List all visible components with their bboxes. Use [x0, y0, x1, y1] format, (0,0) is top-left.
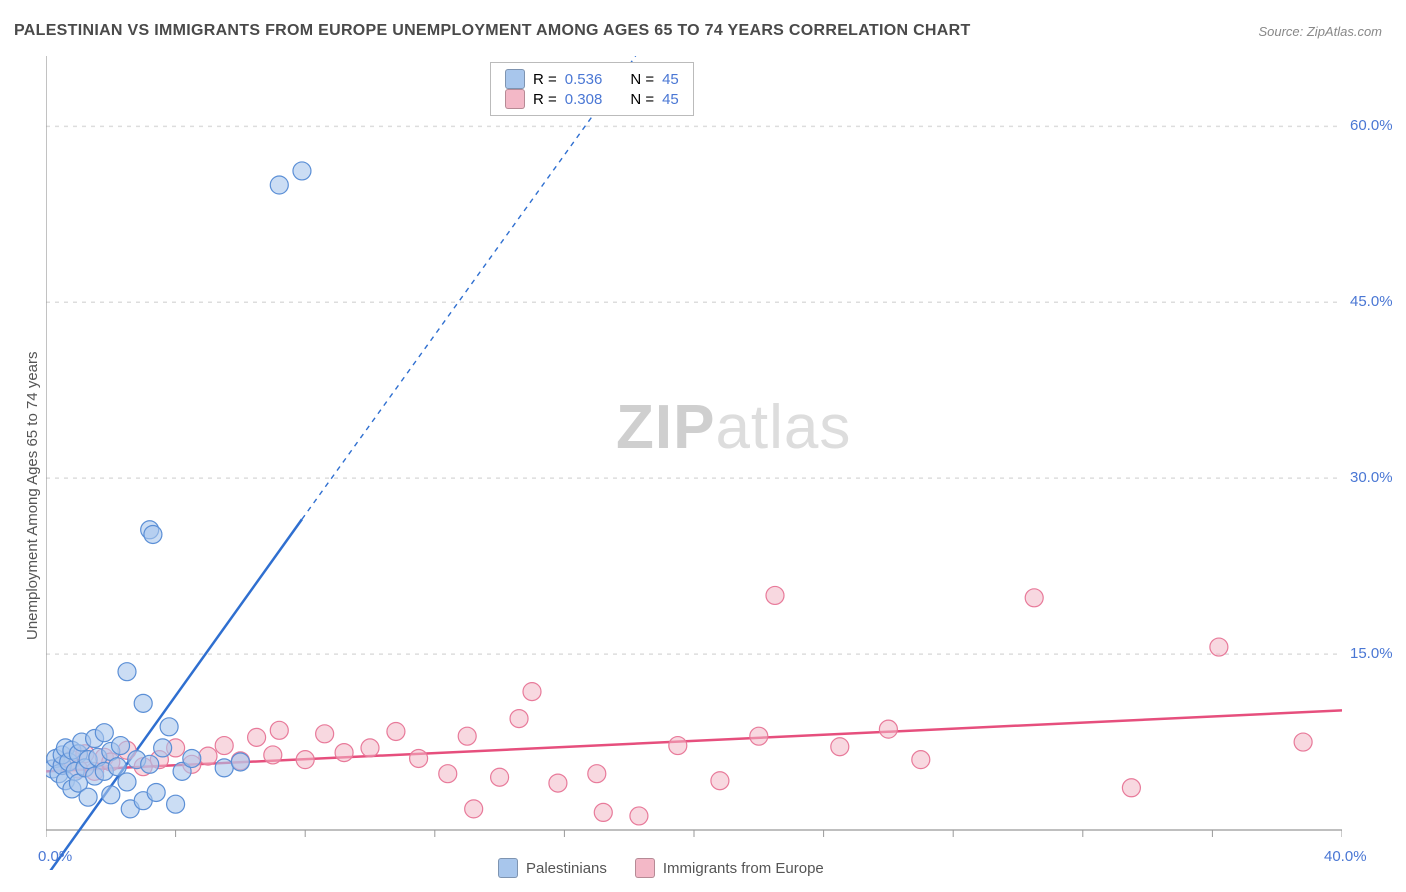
- legend-item: Palestinians: [498, 858, 607, 878]
- correlation-stats-box: R = 0.536 N = 45 R = 0.308 N = 45: [490, 62, 694, 116]
- legend: Palestinians Immigrants from Europe: [498, 858, 824, 878]
- source-attribution: Source: ZipAtlas.com: [1258, 24, 1382, 39]
- n-label: N =: [630, 71, 654, 88]
- y-tick-label: 45.0%: [1350, 293, 1393, 310]
- legend-label: Palestinians: [526, 860, 607, 877]
- stats-swatch: [505, 69, 525, 89]
- chart-title: PALESTINIAN VS IMMIGRANTS FROM EUROPE UN…: [14, 22, 971, 40]
- r-label: R =: [533, 91, 557, 108]
- y-axis-title: Unemployment Among Ages 65 to 74 years: [24, 351, 41, 640]
- y-tick-label: 30.0%: [1350, 469, 1393, 486]
- n-value: 45: [662, 71, 679, 88]
- legend-swatch: [498, 858, 518, 878]
- legend-label: Immigrants from Europe: [663, 860, 824, 877]
- y-tick-label: 60.0%: [1350, 117, 1393, 134]
- legend-item: Immigrants from Europe: [635, 858, 824, 878]
- r-value: 0.308: [565, 91, 603, 108]
- legend-swatch: [635, 858, 655, 878]
- y-tick-label: 15.0%: [1350, 645, 1393, 662]
- stats-row: R = 0.308 N = 45: [505, 89, 679, 109]
- x-tick-label: 40.0%: [1324, 848, 1367, 865]
- r-label: R =: [533, 71, 557, 88]
- r-value: 0.536: [565, 71, 603, 88]
- scatter-plot: [46, 56, 1342, 870]
- stats-swatch: [505, 89, 525, 109]
- stats-row: R = 0.536 N = 45: [505, 69, 679, 89]
- n-value: 45: [662, 91, 679, 108]
- n-label: N =: [630, 91, 654, 108]
- x-tick-label: 0.0%: [38, 848, 72, 865]
